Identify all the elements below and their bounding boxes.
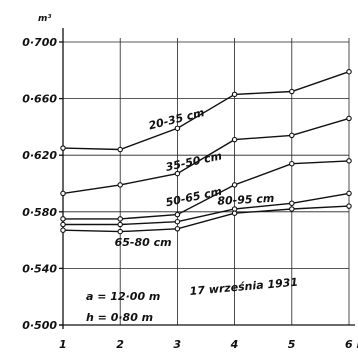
data-point-0-5	[346, 68, 352, 75]
data-point-0-0	[60, 145, 66, 151]
x-tick-label-4: 5	[288, 338, 296, 351]
data-point-3-4	[289, 200, 295, 207]
data-point-1-4	[289, 132, 295, 139]
data-point-2-4	[289, 160, 295, 167]
data-point-1-3	[231, 136, 238, 143]
data-point-2-0	[60, 216, 66, 222]
y-tick-label-5: 0·700	[22, 36, 57, 49]
data-point-2-1	[117, 216, 123, 222]
data-point-1-2	[174, 170, 181, 177]
data-point-3-2	[174, 218, 181, 225]
y-axis-unit-label: m³	[38, 14, 51, 24]
series-lines	[62, 71, 350, 233]
axes	[59, 28, 355, 329]
series-line-3	[63, 192, 350, 226]
annotation-h: h = 0·80 m	[86, 311, 153, 324]
x-tick-label-5: 6 m	[345, 338, 358, 351]
data-point-1-5	[346, 115, 352, 122]
data-point-3-5	[346, 190, 352, 197]
series-label-3: 80-95 cm	[217, 192, 275, 208]
data-point-4-1	[117, 228, 123, 235]
x-tick-label-2: 3	[173, 338, 181, 351]
annotation-a: a = 12·00 m	[86, 290, 160, 303]
data-point-4-3	[231, 210, 238, 216]
y-tick-label-1: 0·540	[22, 262, 57, 275]
data-point-4-2	[174, 226, 181, 232]
y-tick-label-2: 0·580	[22, 206, 57, 219]
series-line-0	[62, 71, 350, 151]
data-point-4-0	[60, 227, 66, 233]
data-point-0-1	[117, 146, 123, 153]
x-tick-label-3: 4	[230, 338, 239, 351]
data-point-4-4	[289, 206, 295, 212]
data-point-2-3	[231, 182, 238, 188]
series-line-2	[63, 160, 350, 220]
y-tick-label-3: 0·620	[22, 149, 57, 162]
series-points	[60, 68, 352, 235]
data-point-0-2	[174, 125, 181, 132]
data-point-3-0	[60, 221, 66, 228]
data-point-1-1	[117, 182, 123, 188]
annotation-date: 17 września 1931	[189, 276, 298, 298]
grid	[63, 38, 350, 325]
data-point-1-0	[60, 190, 66, 197]
data-point-4-5	[346, 203, 352, 209]
x-tick-label-0: 1	[59, 338, 67, 351]
y-tick-label-4: 0·660	[22, 93, 57, 106]
tick-labels: 0·500 0·540 0·580 0·620 0·660 0·700 1 2 3 4 5 6 m	[22, 36, 358, 351]
y-tick-label-0: 0·500	[22, 319, 57, 332]
series-line-4	[62, 205, 350, 233]
data-point-3-1	[117, 221, 123, 228]
data-point-2-2	[174, 211, 181, 218]
data-point-0-3	[231, 91, 238, 98]
series-line-1	[62, 117, 350, 195]
series-label-1: 35-50 cm	[165, 149, 223, 174]
data-point-0-4	[289, 88, 295, 95]
x-tick-label-1: 2	[116, 338, 124, 351]
series-label-4: 65-80 cm	[115, 236, 172, 249]
data-point-2-5	[346, 158, 352, 164]
